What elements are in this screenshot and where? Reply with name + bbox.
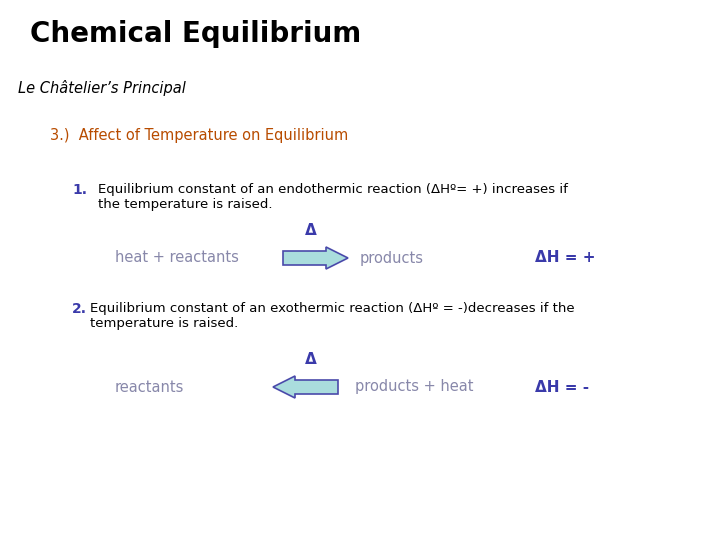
Text: Δ: Δ [305,352,316,367]
Text: Equilibrium constant of an endothermic reaction (ΔHº= +) increases if
the temper: Equilibrium constant of an endothermic r… [98,183,568,211]
Text: reactants: reactants [115,380,184,395]
Text: products: products [360,251,424,266]
Text: 3.)  Affect of Temperature on Equilibrium: 3.) Affect of Temperature on Equilibrium [50,128,348,143]
FancyArrow shape [273,376,338,398]
FancyArrow shape [283,247,348,269]
Text: ΔH = +: ΔH = + [535,251,595,266]
Text: products + heat: products + heat [355,380,474,395]
Text: 1.: 1. [72,183,87,197]
Text: Chemical Equilibrium: Chemical Equilibrium [30,20,361,48]
Text: Le Châtelier’s Principal: Le Châtelier’s Principal [18,80,186,96]
Text: heat + reactants: heat + reactants [115,251,239,266]
Text: ΔH = -: ΔH = - [535,380,589,395]
Text: Δ: Δ [305,223,316,238]
Text: Equilibrium constant of an exothermic reaction (ΔHº = -)decreases if the
tempera: Equilibrium constant of an exothermic re… [90,302,575,330]
Text: 2.: 2. [72,302,87,316]
